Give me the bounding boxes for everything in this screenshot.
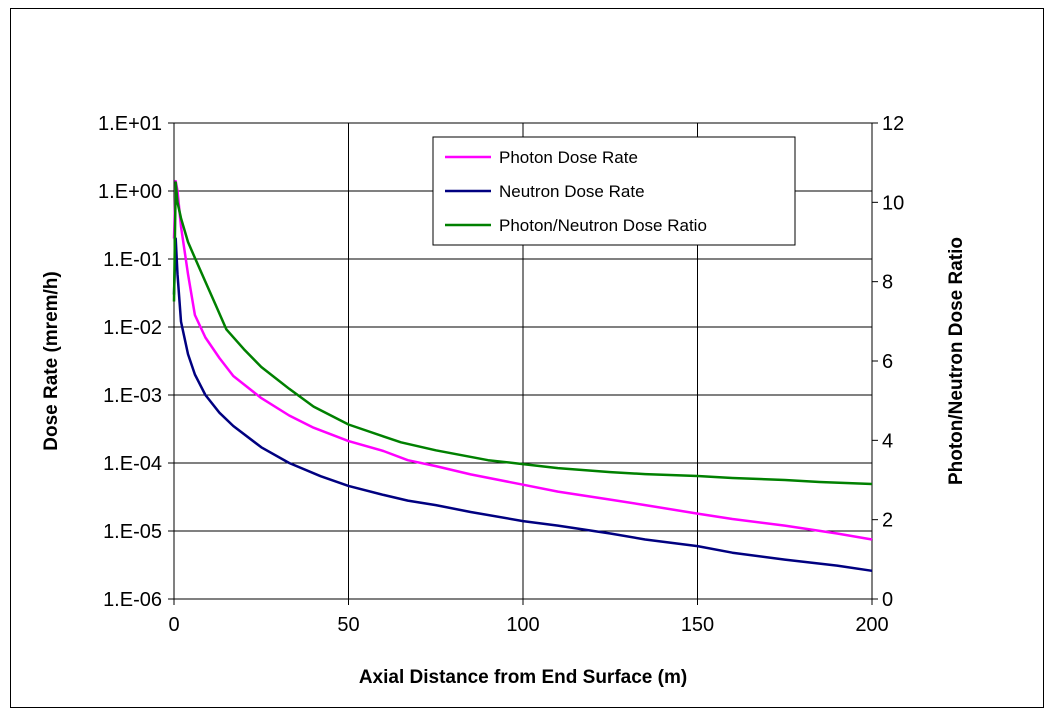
y2-axis-ticks: 0 2 4 6 8 10 12 (872, 113, 904, 611)
legend-box (432, 136, 796, 246)
y-tick-label: 1.E+01 (98, 113, 162, 135)
y-tick-label: 1.E-06 (103, 589, 162, 611)
legend: Photon Dose Rate Neutron Dose Rate Photon/… (432, 136, 796, 246)
legend-label-2: Photon/Neutron Dose Ratio (499, 216, 707, 235)
x-tick-label: 200 (855, 614, 888, 636)
y2-axis-title: Photon/Neutron Dose Ratio (946, 237, 967, 485)
y2-tick-label: 10 (882, 192, 904, 214)
x-tick-label: 50 (337, 614, 359, 636)
x-tick-label: 0 (168, 614, 179, 636)
dose-rate-chart: 0 50 100 150 200 1.E-061.E-051.E-041.E-031.E… (41, 113, 967, 688)
y2-tick-label: 0 (882, 589, 893, 611)
y-tick-label: 1.E-01 (103, 249, 162, 271)
y2-tick-label: 12 (882, 113, 904, 135)
legend-label-1: Neutron Dose Rate (499, 182, 645, 201)
y-tick-label: 1.E-04 (103, 453, 162, 475)
chart-frame: 0 50 100 150 200 1.E-06 1.E-05 1.E-04 1.E-03 1.E… (10, 8, 1044, 708)
series-line-0 (172, 179, 873, 541)
y-tick-label: 1.E-03 (103, 385, 162, 407)
x-axis-title: Axial Distance from End Surface (m) (359, 667, 687, 688)
y-tick-label: 1.E-05 (103, 521, 162, 543)
y2-tick-label: 8 (882, 272, 893, 294)
y-tick-label: 1.E+00 (98, 181, 162, 203)
y2-tick-label: 6 (882, 351, 893, 373)
y-tick-label: 1.E-02 (103, 317, 162, 339)
series-lines (172, 179, 873, 573)
legend-label-0: Photon Dose Rate (499, 148, 638, 167)
x-tick-label: 150 (681, 614, 714, 636)
x-axis-ticks: 0 50 100 150 200 (168, 599, 889, 636)
y2-tick-label: 4 (882, 430, 893, 452)
series-line-2 (172, 181, 873, 486)
y-axis-title: Dose Rate (mrem/h) (41, 271, 62, 451)
y2-tick-label: 2 (882, 510, 893, 532)
series-line-1 (172, 237, 873, 573)
x-tick-label: 100 (506, 614, 539, 636)
y-axis-ticks: 1.E-06 1.E-05 1.E-04 1.E-03 1.E-02 1.E-01 1.E+… (98, 113, 174, 611)
